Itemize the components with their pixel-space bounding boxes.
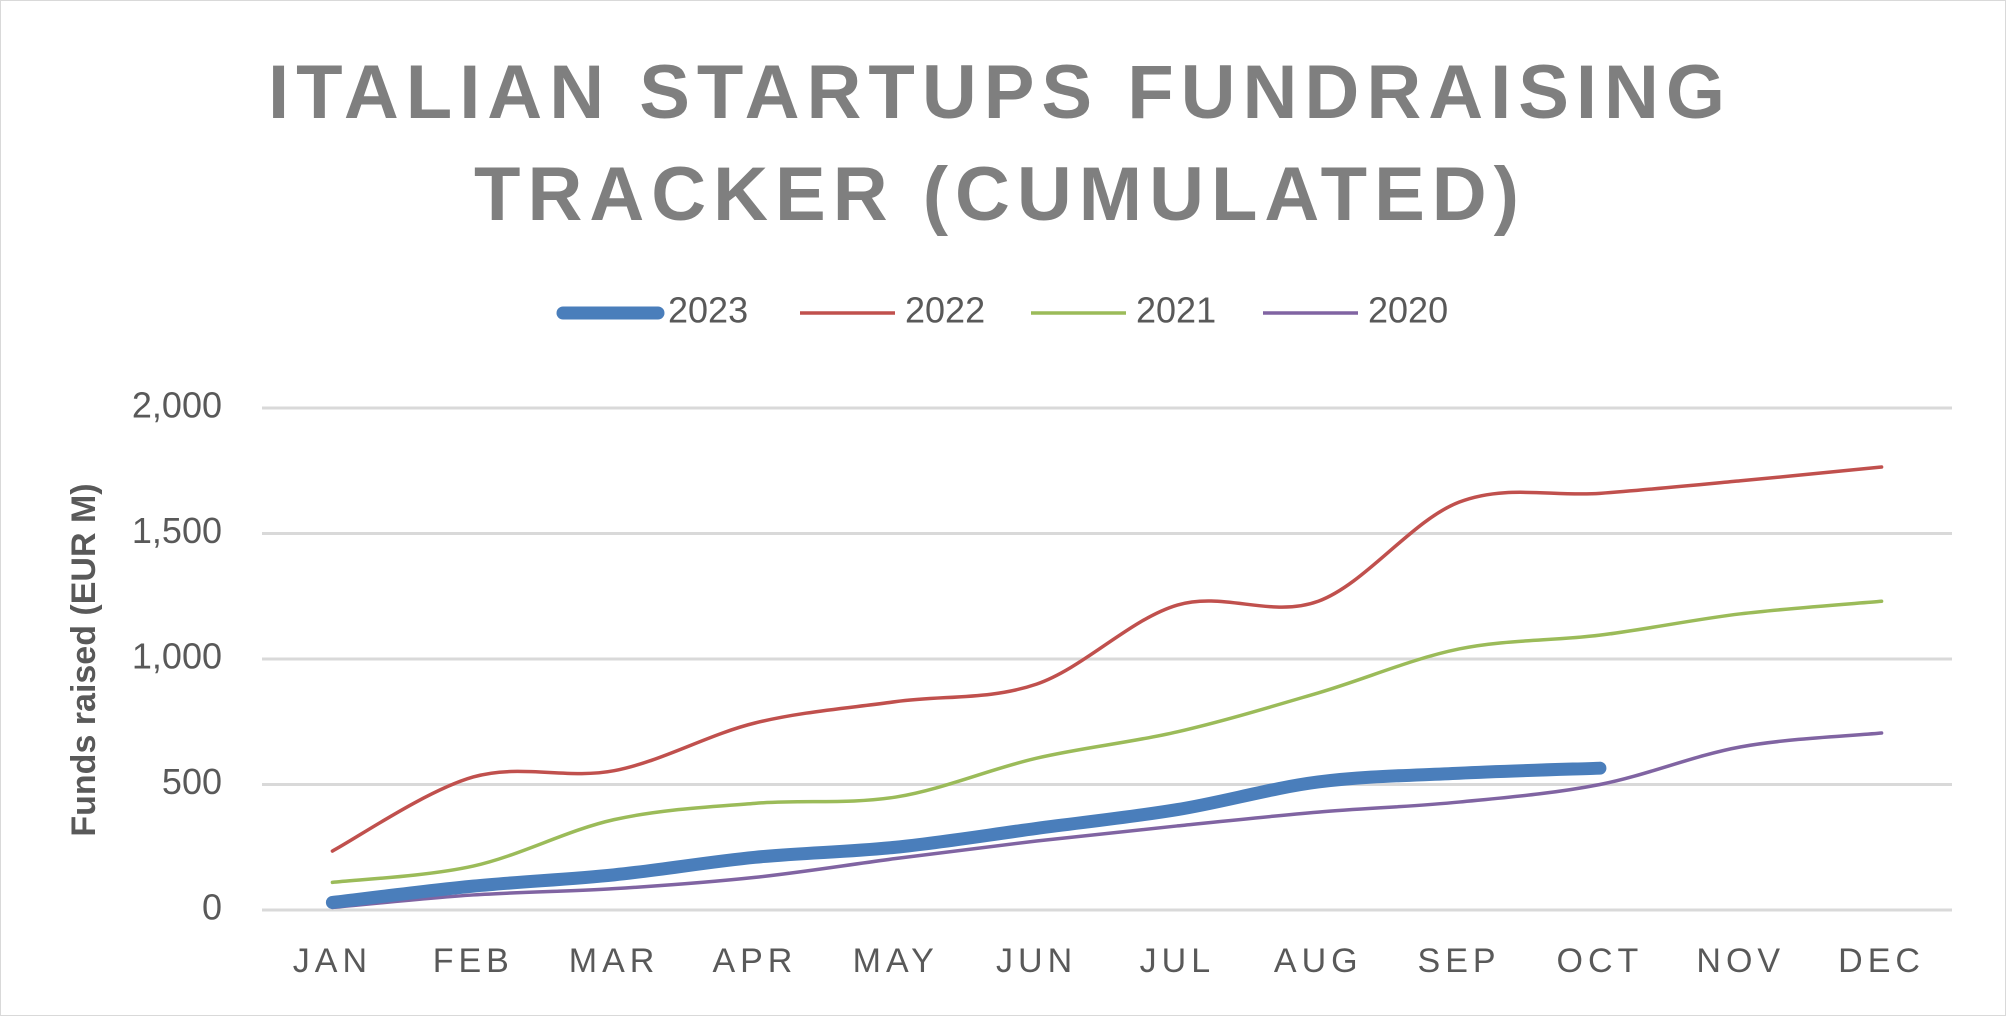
- legend-label: 2022: [905, 290, 985, 331]
- x-tick-label: FEB: [433, 942, 514, 980]
- x-tick-label: DEC: [1838, 942, 1925, 980]
- series-line: [330, 465, 1884, 853]
- y-tick-label: 0: [202, 887, 222, 928]
- x-tick-label: MAY: [853, 942, 939, 980]
- x-tick-label: JUL: [1140, 942, 1215, 980]
- legend-label: 2023: [668, 290, 748, 331]
- legend-label: 2020: [1368, 290, 1448, 331]
- chart-title: ITALIAN STARTUPS FUNDRAISING TRACKER (CU…: [267, 50, 1733, 237]
- x-tick-label: JAN: [293, 942, 372, 980]
- y-tick-label: 2,000: [132, 385, 222, 426]
- x-tick-label: NOV: [1696, 942, 1785, 980]
- x-tick-label: SEP: [1418, 942, 1501, 980]
- x-tick-label: AUG: [1274, 942, 1363, 980]
- series-line: [330, 599, 1884, 885]
- y-tick-label: 1,000: [132, 636, 222, 677]
- legend-label: 2021: [1136, 290, 1216, 331]
- y-axis-label: Funds raised (EUR M): [65, 483, 103, 836]
- x-tick-label: APR: [712, 942, 797, 980]
- x-tick-label: OCT: [1557, 942, 1644, 980]
- x-tick-label: MAR: [569, 942, 660, 980]
- series-line: [330, 731, 1884, 910]
- y-tick-label: 1,500: [132, 510, 222, 551]
- series-line: [325, 761, 1607, 909]
- y-tick-label: 500: [162, 761, 222, 802]
- x-tick-label: JUN: [996, 942, 1077, 980]
